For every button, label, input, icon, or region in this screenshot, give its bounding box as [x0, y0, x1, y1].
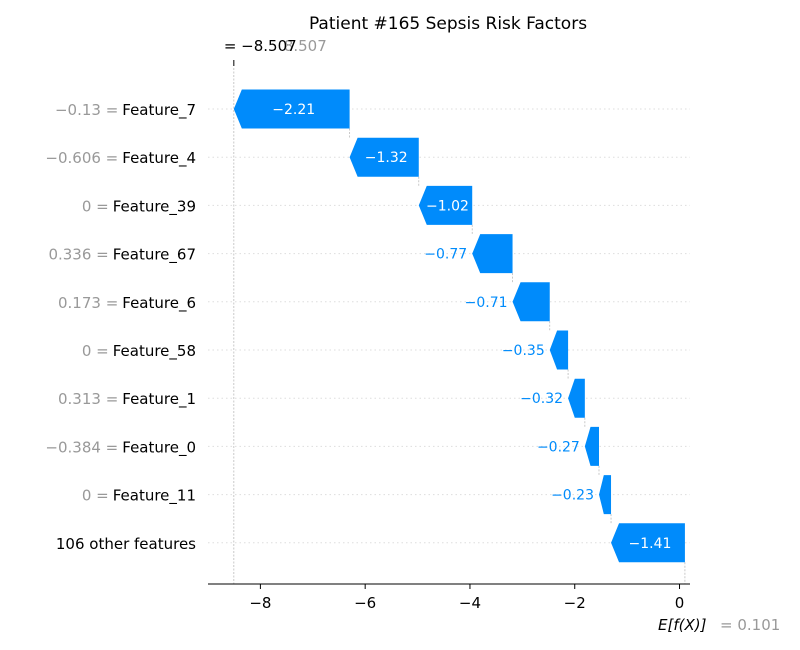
- bar-value-label: −0.27: [537, 439, 580, 455]
- feature-value: 0 =: [82, 487, 109, 505]
- feature-name: Feature_11: [113, 487, 196, 506]
- x-tick-label: −6: [354, 594, 376, 612]
- bar-value-label: −0.32: [520, 391, 563, 407]
- contribution-bar: [233, 89, 350, 129]
- bar-value-label: −1.41: [629, 536, 672, 552]
- feature-value: 0.336 =: [48, 246, 108, 264]
- bar-value-label: −0.23: [551, 488, 594, 504]
- feature-name: Feature_58: [113, 342, 196, 361]
- feature-value: 0.313 =: [58, 390, 118, 408]
- contribution-bar: [568, 378, 585, 418]
- bar-value-label: −2.21: [272, 102, 315, 118]
- feature-name: Feature_0: [122, 438, 196, 457]
- base-value-label: E[f(X)]: [658, 616, 707, 634]
- bar-value-label: −0.71: [465, 295, 508, 311]
- x-axis: −8 −6 −4 −2 0: [208, 583, 690, 612]
- base-value-marker: E[f(X)] = 0.101: [658, 616, 780, 634]
- feature-value: 0.173 =: [58, 294, 118, 312]
- bar-value-label: −0.77: [424, 247, 467, 263]
- contribution-bars: −2.21 −1.32 −1.02 −0.77 −0.71 −0.35 −0.32 −0.27…: [233, 89, 685, 563]
- contribution-bar: [349, 137, 419, 177]
- fx-value-ghost: 8.507: [284, 37, 327, 55]
- feature-value: 0 =: [82, 342, 109, 360]
- fx-marker: 8.507 = −8.507: [224, 37, 327, 66]
- fx-value-label: = −8.507: [224, 37, 297, 55]
- x-tick-label: −4: [459, 594, 481, 612]
- x-tick-label: −8: [249, 594, 271, 612]
- feature-value: −0.606 =: [45, 149, 118, 167]
- contribution-bar: [611, 523, 685, 563]
- feature-value: 0 =: [82, 197, 109, 215]
- feature-name: Feature_6: [122, 294, 196, 313]
- x-tick-label: 0: [675, 594, 685, 612]
- feature-value: −0.384 =: [45, 438, 118, 456]
- bar-value-label: −1.32: [365, 150, 408, 166]
- feature-name: Feature_67: [113, 246, 196, 265]
- feature-name: 106 other features: [56, 535, 196, 553]
- feature-labels: Feature_7−0.13 = Feature_4−0.606 = Feature…: [45, 101, 196, 553]
- feature-name: Feature_4: [122, 149, 196, 168]
- connector-lines: [233, 68, 686, 584]
- bar-value-label: −0.35: [502, 343, 545, 359]
- feature-name: Feature_1: [122, 390, 196, 409]
- feature-name: Feature_39: [113, 197, 196, 216]
- row-gridlines: [208, 108, 690, 544]
- x-tick-label: −2: [564, 594, 586, 612]
- contribution-bar: [418, 185, 473, 225]
- bar-value-label: −1.02: [426, 198, 469, 214]
- chart-title: Patient #165 Sepsis Risk Factors: [309, 14, 587, 34]
- feature-value: −0.13 =: [55, 101, 118, 119]
- feature-name: Feature_7: [122, 101, 196, 120]
- contribution-bar: [549, 330, 569, 370]
- contribution-bar: [472, 234, 513, 274]
- base-value-number: = 0.101: [720, 616, 780, 634]
- contribution-bar: [512, 282, 550, 322]
- contribution-bar: [584, 426, 599, 466]
- contribution-bar: [598, 475, 612, 515]
